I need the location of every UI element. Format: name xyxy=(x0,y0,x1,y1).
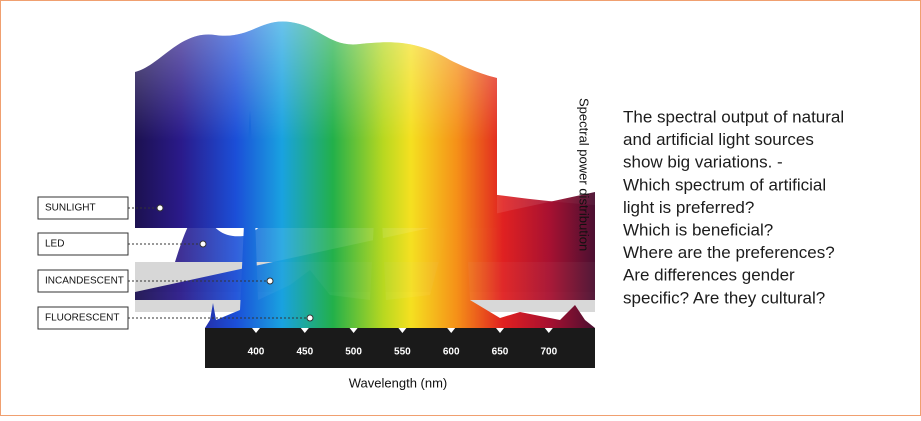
paragraph: The spectral output of natural and artifi… xyxy=(623,107,844,307)
leader-dot xyxy=(199,240,207,248)
tick-mark xyxy=(349,328,358,333)
paragraph-line: Which is beneficial? xyxy=(623,220,773,239)
label-text: FLUORESCENT xyxy=(45,313,119,324)
paragraph-line: Where are the preferences? xyxy=(623,243,835,262)
tick-label: 600 xyxy=(443,347,460,358)
leader-dot xyxy=(156,204,164,212)
paragraph-line: The spectral output of natural xyxy=(623,107,844,126)
tick-label: 400 xyxy=(248,347,265,358)
fluorescent-spectrum xyxy=(205,110,595,328)
tick-label: 650 xyxy=(492,347,509,358)
label-text: LED xyxy=(45,239,64,250)
label-text: SUNLIGHT xyxy=(45,203,96,214)
tick-mark xyxy=(398,328,407,333)
tick-mark xyxy=(252,328,260,333)
tick-label: 550 xyxy=(394,347,411,358)
paragraph-line: and artificial light sources xyxy=(623,130,814,149)
wavelength-band xyxy=(205,328,595,368)
axis-title: Wavelength (nm) xyxy=(349,375,448,390)
leader-dot xyxy=(306,314,314,322)
labels: SUNLIGHT LED INCANDESCENT FLUORESCENT xyxy=(37,196,314,330)
tick-mark xyxy=(447,328,456,333)
sunlight-highlight xyxy=(135,21,497,140)
tick-label: 700 xyxy=(540,347,557,358)
tick-label: 450 xyxy=(296,347,313,358)
paragraph-line: Which spectrum of artificial xyxy=(623,175,826,194)
tick-mark xyxy=(300,328,309,333)
tick-mark xyxy=(496,328,504,333)
y-label: Spectral power distribution xyxy=(577,98,592,251)
paragraph-line: specific? Are they cultural? xyxy=(623,288,825,307)
tick-mark xyxy=(544,328,553,333)
paragraph-line: light is preferred? xyxy=(623,198,754,217)
tick-label: 500 xyxy=(345,347,362,358)
label-text: INCANDESCENT xyxy=(45,276,124,287)
paragraph-line: show big variations. - xyxy=(623,153,783,172)
ticks: 400 450 500 550 600 650 700 xyxy=(248,328,558,358)
leader-dot xyxy=(266,277,274,285)
paragraph-line: Are differences gender xyxy=(623,266,795,285)
